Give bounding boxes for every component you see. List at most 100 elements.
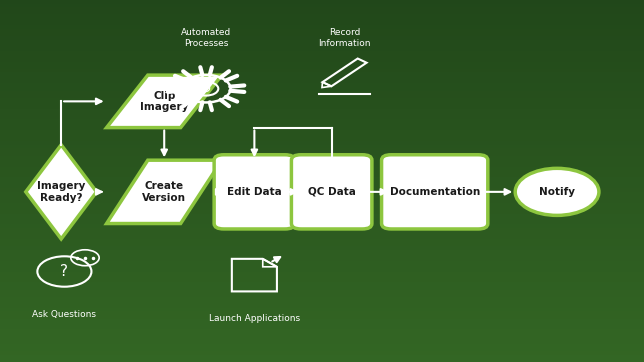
Bar [0,83,644,87]
Polygon shape [26,145,97,239]
Bar [0,54,644,58]
Bar [0,351,644,355]
Bar [0,145,644,148]
Bar [0,282,644,286]
FancyBboxPatch shape [291,155,372,229]
FancyBboxPatch shape [214,155,294,229]
Polygon shape [107,75,222,128]
Bar [0,0,644,4]
Bar [0,355,644,358]
Bar [0,11,644,14]
Bar [0,152,644,156]
Bar [0,43,644,47]
Bar [0,210,644,214]
Bar [0,4,644,7]
Bar [0,36,644,40]
Bar [0,141,644,145]
Text: Documentation: Documentation [390,187,480,197]
Bar [0,105,644,109]
Bar [0,206,644,210]
Polygon shape [107,160,222,224]
Bar [0,29,644,33]
Bar [0,167,644,170]
Bar [0,58,644,62]
Bar [0,297,644,300]
Bar [0,112,644,116]
Bar [0,228,644,232]
Bar [0,51,644,54]
Bar [0,239,644,243]
Bar [0,257,644,261]
Bar [0,40,644,43]
Bar [0,62,644,65]
Bar [0,264,644,268]
Bar [0,358,644,362]
Bar [0,348,644,351]
Bar [0,344,644,348]
Bar [0,65,644,69]
Bar [0,163,644,167]
Bar [0,94,644,98]
Bar [0,33,644,36]
Bar [0,224,644,228]
Bar [0,98,644,101]
Bar [0,170,644,174]
Bar [0,337,644,340]
Bar [0,243,644,246]
Bar [0,116,644,119]
Bar [0,127,644,130]
Bar [0,326,644,329]
Bar [0,192,644,195]
Bar [0,87,644,90]
Bar [0,333,644,337]
Bar [0,69,644,72]
Bar [0,329,644,333]
Bar [0,181,644,185]
Bar [0,174,644,177]
Bar [0,290,644,293]
Bar [0,308,644,311]
Text: ↻: ↻ [200,82,212,96]
Bar [0,76,644,80]
Bar [0,18,644,22]
Bar [0,138,644,141]
Bar [0,177,644,181]
Bar [0,250,644,253]
Bar [0,199,644,203]
Bar [0,315,644,319]
Bar [0,109,644,112]
Bar [0,232,644,235]
Bar [0,322,644,326]
Bar [0,279,644,282]
Text: Ask Questions: Ask Questions [32,311,97,319]
Bar [0,134,644,138]
Bar [0,80,644,83]
Bar [0,123,644,127]
Bar [0,119,644,123]
Bar [0,130,644,134]
Bar [0,304,644,308]
Bar [0,188,644,192]
Bar [0,340,644,344]
Text: Create
Version: Create Version [142,181,186,203]
Bar [0,217,644,221]
Bar [0,246,644,250]
Bar [0,268,644,272]
Bar [0,22,644,25]
Text: Automated
Processes: Automated Processes [181,28,231,48]
Bar [0,235,644,239]
Bar [0,159,644,163]
Bar [0,7,644,11]
Text: Record
Information: Record Information [318,28,371,48]
Text: Clip
Imagery: Clip Imagery [140,90,189,112]
Text: Edit Data: Edit Data [227,187,282,197]
Bar [0,300,644,304]
Text: Launch Applications: Launch Applications [209,314,300,323]
Bar [0,156,644,159]
Bar [0,214,644,217]
Bar [0,293,644,297]
Bar [0,185,644,188]
Bar [0,272,644,275]
Bar [0,261,644,264]
Bar [0,311,644,315]
